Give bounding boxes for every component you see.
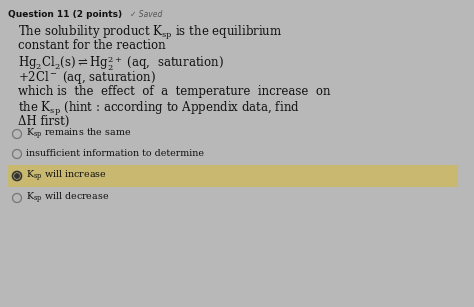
Text: insufficient information to determine: insufficient information to determine (26, 150, 204, 158)
Text: $\mathregular{K_{sp}}$ remains the same: $\mathregular{K_{sp}}$ remains the same (26, 126, 131, 142)
Text: constant for the reaction: constant for the reaction (18, 39, 165, 52)
Text: ✓ Saved: ✓ Saved (130, 10, 163, 19)
FancyBboxPatch shape (8, 165, 458, 187)
Text: The solubility product $\mathregular{K_{sp}}$ is the equilibrium: The solubility product $\mathregular{K_{… (18, 24, 283, 42)
Text: which is  the  effect  of  a  temperature  increase  on: which is the effect of a temperature inc… (18, 85, 330, 98)
Text: $\mathregular{K_{sp}}$ will increase: $\mathregular{K_{sp}}$ will increase (26, 169, 107, 184)
Text: Question 11 (2 points): Question 11 (2 points) (8, 10, 122, 19)
Text: $\mathregular{+2Cl^-}$ (aq, saturation): $\mathregular{+2Cl^-}$ (aq, saturation) (18, 69, 156, 86)
Text: $\mathregular{Hg_2Cl_2(s) \rightleftharpoons Hg_2^{2+}}$ (aq,  saturation): $\mathregular{Hg_2Cl_2(s) \rightleftharp… (18, 54, 224, 73)
Text: $\mathregular{K_{sp}}$ will decrease: $\mathregular{K_{sp}}$ will decrease (26, 190, 109, 206)
Text: ΔH first): ΔH first) (18, 115, 69, 128)
Circle shape (15, 174, 19, 178)
Text: the $\mathregular{K_{sp}}$ (hint : according to Appendix data, find: the $\mathregular{K_{sp}}$ (hint : accor… (18, 100, 300, 118)
